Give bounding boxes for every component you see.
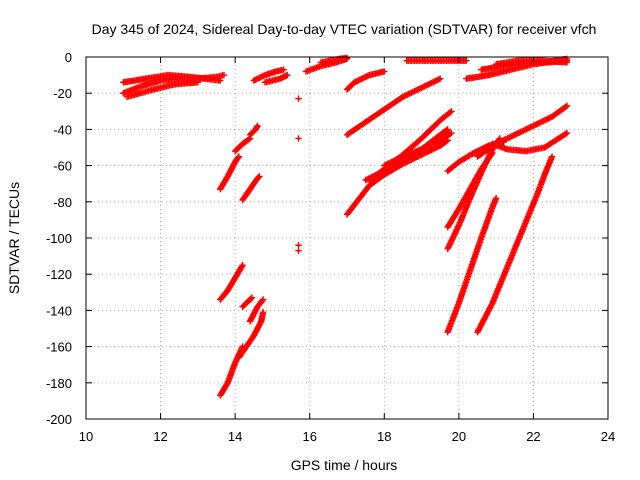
data-point — [280, 66, 287, 73]
data-point — [492, 194, 500, 202]
x-tick-label: 16 — [302, 429, 316, 444]
data-point — [295, 95, 302, 102]
x-axis-label: GPS time / hours — [291, 457, 398, 473]
data-point — [239, 261, 246, 269]
data-point — [548, 153, 556, 160]
data-point — [463, 57, 470, 64]
y-tick-label: -20 — [53, 86, 72, 101]
data-point — [563, 102, 571, 110]
data-point — [444, 126, 451, 133]
data-point — [446, 109, 454, 116]
data-point — [259, 296, 267, 303]
x-tick-label: 10 — [79, 429, 93, 444]
data-point — [234, 154, 242, 161]
data-point — [238, 263, 246, 270]
data-point — [448, 108, 455, 115]
x-tick-label: 12 — [153, 429, 167, 444]
x-tick-label: 18 — [377, 429, 391, 444]
x-tick-label: 24 — [601, 429, 615, 444]
x-tick-label: 20 — [452, 429, 466, 444]
x-tick-label: 14 — [228, 429, 242, 444]
y-tick-label: -160 — [46, 340, 72, 355]
data-point — [284, 71, 291, 79]
data-point — [381, 68, 388, 75]
axis-ticks: 10 12 14 16 18 20 22 24 0 -20 -40 -60 -80 -100 -120 -14… — [46, 50, 615, 444]
data-point — [245, 136, 253, 143]
y-tick-label: 0 — [65, 50, 72, 65]
data-point — [295, 242, 302, 249]
y-tick-label: -80 — [53, 195, 72, 210]
data-points — [120, 54, 571, 399]
data-point — [247, 295, 255, 302]
data-point — [448, 129, 455, 137]
y-tick-label: -60 — [53, 159, 72, 174]
data-point — [446, 130, 454, 138]
grid-lines — [86, 57, 608, 419]
data-point — [235, 153, 243, 160]
data-point — [295, 247, 302, 254]
data-point — [443, 127, 450, 134]
y-tick-label: -40 — [53, 122, 72, 137]
y-tick-label: -140 — [46, 303, 72, 318]
data-point — [255, 174, 262, 181]
y-tick-label: -180 — [46, 376, 72, 391]
y-tick-label: -200 — [46, 412, 72, 427]
data-point — [259, 309, 267, 316]
chart-title: Day 345 of 2024, Sidereal Day-to-day VTE… — [92, 21, 597, 37]
x-tick-label: 22 — [526, 429, 540, 444]
data-point — [343, 54, 351, 62]
y-axis-label: SDTVAR / TECUs — [6, 182, 22, 294]
data-point — [563, 59, 571, 66]
data-point — [488, 150, 495, 158]
data-point — [489, 149, 496, 157]
data-point — [194, 79, 202, 86]
data-point — [256, 173, 263, 180]
data-point — [562, 103, 569, 110]
y-tick-label: -100 — [46, 231, 72, 246]
y-tick-label: -120 — [46, 267, 72, 282]
data-point — [563, 129, 571, 137]
data-point — [562, 130, 569, 138]
data-point — [220, 71, 228, 79]
data-point — [217, 77, 224, 84]
data-point — [254, 122, 261, 129]
data-point — [258, 297, 266, 304]
data-point — [437, 75, 444, 82]
data-point — [248, 294, 256, 301]
data-point — [295, 135, 302, 142]
